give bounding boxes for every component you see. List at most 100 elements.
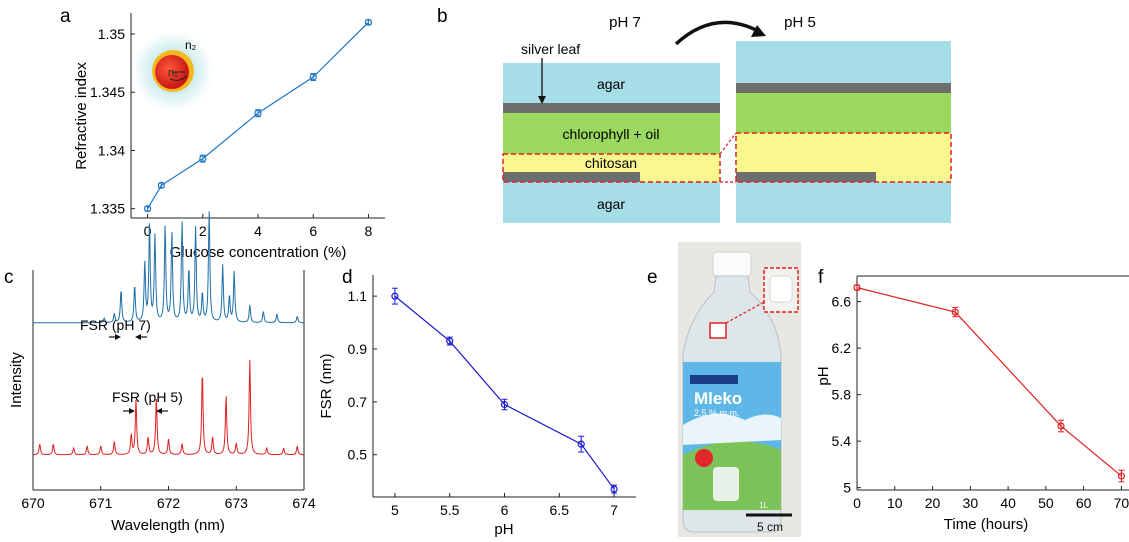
scale-bar-label: 5 cm <box>757 520 783 534</box>
stack-ph5 <box>735 41 952 223</box>
data-point <box>853 284 861 292</box>
data-point <box>1057 422 1065 430</box>
x-tick-label: 70 <box>1114 495 1129 511</box>
n2-label: n₂ <box>185 38 197 52</box>
data-point <box>500 400 509 409</box>
data-point <box>309 73 317 81</box>
sensor-patch <box>709 322 727 339</box>
transition-arrow <box>674 20 761 46</box>
agar-top-layer-ph5 <box>736 41 951 83</box>
chitosan-dash-box-ph5 <box>735 132 952 183</box>
agar-bottom-layer-ph5 <box>736 182 951 223</box>
panel-d-ylabel: FSR (nm) <box>318 354 335 419</box>
y-tick-label: 0.9 <box>348 341 368 357</box>
data-point <box>364 18 373 26</box>
x-tick-label: 60 <box>1076 495 1092 511</box>
x-tick-label: 2 <box>199 223 207 239</box>
panel-a-ylabel: Refractive index <box>73 62 90 170</box>
data-point <box>577 440 585 448</box>
data-point <box>199 154 207 163</box>
x-tick-label: 30 <box>963 495 979 511</box>
data-point <box>951 308 959 316</box>
panel-f-xlabel: Time (hours) <box>944 516 1028 533</box>
data-point <box>391 292 399 300</box>
panel-a-xlabel: Glucose concentration (%) <box>170 244 347 261</box>
y-tick-label: 5.4 <box>832 433 852 449</box>
transition-arrowhead <box>751 25 766 37</box>
silver-leaf-bottom <box>503 172 640 182</box>
x-tick-label: 670 <box>21 495 45 511</box>
panel-f: f 0 10 20 30 40 50 60 70 5 5.4 5.8 6.2 6.6 Time (hou… <box>815 267 1129 533</box>
bottle-fat-text: 2,5 % m.m. <box>694 408 740 418</box>
silver-leaf-top-ph5 <box>736 83 951 93</box>
panel-letter-f: f <box>818 267 824 288</box>
panel-letter-d: d <box>342 267 353 288</box>
panel-letter-a: a <box>60 6 71 27</box>
x-tick-label: 0 <box>853 495 861 511</box>
refractive-particle-inset: n₂ n₁ <box>133 31 213 111</box>
x-tick-label: 6 <box>501 502 509 518</box>
spectrum-line <box>33 359 304 456</box>
y-tick-label: 5.8 <box>832 387 852 403</box>
x-tick-label: 674 <box>292 495 316 511</box>
y-tick-label: 0.7 <box>348 394 368 410</box>
panel-c-xlabel: Wavelength (nm) <box>111 517 225 534</box>
ph5-label: pH 5 <box>784 14 816 31</box>
panel-a: a 0 2 4 6 8 1.335 1.34 1.345 1.35 Glucose concen… <box>60 6 385 261</box>
data-point <box>157 181 165 189</box>
silver-leaf-bottom-ph5 <box>736 172 876 182</box>
x-tick-label: 20 <box>925 495 941 511</box>
chlorophyll-layer-ph5 <box>736 93 951 133</box>
x-tick-label: 4 <box>254 223 262 239</box>
x-tick-label: 671 <box>89 495 113 511</box>
agar-bottom-label: agar <box>597 196 625 212</box>
x-tick-label: 0 <box>144 223 152 239</box>
fsr-ph7-annotation: FSR (pH 7) <box>80 317 151 333</box>
ph7-label: pH 7 <box>609 14 641 31</box>
n1-label: n₁ <box>168 67 178 79</box>
data-point <box>143 205 152 213</box>
agar-top-label: agar <box>597 76 625 92</box>
bottle-badge <box>695 449 713 467</box>
y-tick-label: 1.335 <box>90 201 125 217</box>
panel-letter-b: b <box>437 6 448 27</box>
panel-e: e Mleko 2,5 % m.m. 1L 5 cm <box>647 242 801 537</box>
chitosan-label: chitosan <box>585 155 637 171</box>
y-tick-label: 1.35 <box>98 26 125 42</box>
agar-bottom-layer <box>503 182 720 223</box>
spectrum-line <box>33 211 304 324</box>
data-point <box>610 485 618 493</box>
chlorophyll-layer <box>503 113 720 154</box>
x-tick-label: 5.5 <box>440 502 460 518</box>
x-tick-label: 7 <box>610 502 618 518</box>
panel-d: d 5 5.5 6 6.5 7 0.5 0.7 0.9 1.1 pH FSR (nm) <box>318 267 636 538</box>
x-tick-label: 5 <box>391 502 399 518</box>
panel-d-marks: 5 5.5 6 6.5 7 0.5 0.7 0.9 1.1 <box>348 287 618 518</box>
bottle-label-mountains <box>683 413 781 445</box>
fsr-arrows <box>109 334 168 414</box>
series-line <box>856 287 1122 477</box>
data-point <box>446 337 454 345</box>
y-tick-label: 6.6 <box>832 294 852 310</box>
y-tick-label: 5 <box>843 480 851 496</box>
panel-letter-e: e <box>647 267 658 288</box>
panel-letter-c: c <box>4 267 14 288</box>
x-tick-label: 50 <box>1038 495 1054 511</box>
bottle-volume-text: 1L <box>759 501 768 510</box>
y-tick-label: 1.345 <box>90 84 125 100</box>
bottle-milk-glass <box>713 467 739 501</box>
y-tick-label: 1.34 <box>98 142 125 158</box>
x-tick-label: 6.5 <box>550 502 570 518</box>
panel-f-ylabel: pH <box>815 366 832 385</box>
panel-f-marks: 0 10 20 30 40 50 60 70 5 5.4 5.8 6.2 6.6 <box>832 284 1129 511</box>
panel-b: b pH 7 pH 5 agar chlorophyll + oil <box>437 6 952 223</box>
sensor-zoom-patch <box>769 275 793 303</box>
panel-c: c 670 671 672 673 674 Wavelength (nm) Intens… <box>4 211 316 534</box>
bottle-brand-text: Mleko <box>694 389 742 408</box>
silver-leaf-top <box>503 103 720 113</box>
x-tick-label: 8 <box>365 223 373 239</box>
y-tick-label: 6.2 <box>832 340 852 356</box>
x-tick-label: 10 <box>887 495 903 511</box>
data-point <box>1117 472 1126 480</box>
